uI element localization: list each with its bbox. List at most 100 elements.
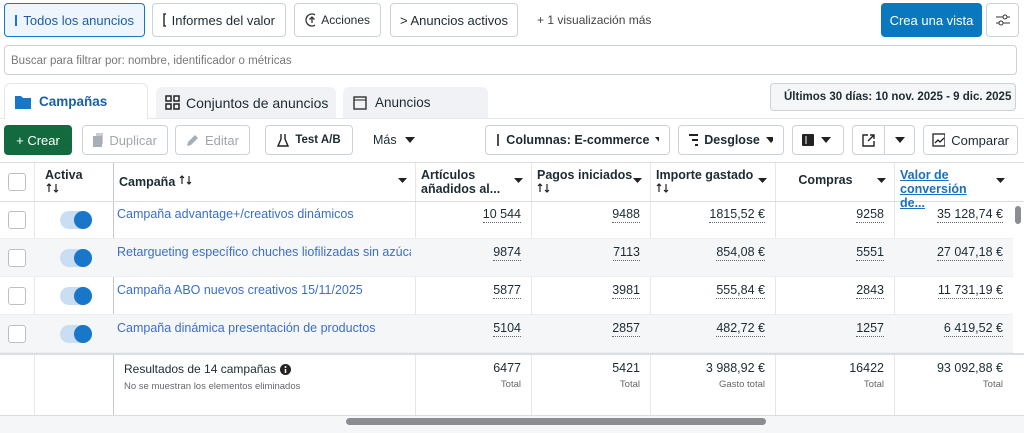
actions-icon [305, 13, 316, 27]
more-button[interactable]: Más [373, 125, 415, 155]
tab-label: > Anuncios activos [399, 12, 509, 28]
caret [821, 137, 831, 143]
export-part[interactable] [853, 126, 885, 154]
column-divider [775, 163, 776, 416]
toggle-knob [74, 287, 92, 305]
summary-caption: Total [500, 379, 521, 390]
column-header[interactable]: Campaña [113, 163, 415, 201]
copy-icon [93, 133, 104, 147]
tab-ad-sets[interactable]: Conjuntos de anuncios [156, 87, 336, 118]
toggle-knob [74, 211, 92, 229]
row-checkbox[interactable] [8, 211, 26, 229]
row-checkbox[interactable] [8, 249, 26, 267]
reports-button[interactable] [792, 125, 844, 155]
metric-cell: 1815,52 € [650, 207, 775, 223]
duplicate-button[interactable]: Duplicar [82, 125, 168, 155]
row-checkbox[interactable] [8, 287, 26, 305]
breakdown-button[interactable]: Desglose [678, 125, 784, 155]
metric-value: 854,08 € [716, 245, 765, 261]
caret [514, 178, 523, 183]
tab-actions[interactable]: Acciones [294, 3, 381, 37]
metric-cell: 2843 [775, 283, 894, 299]
info-icon[interactable] [280, 363, 292, 375]
toggle[interactable] [60, 325, 92, 343]
metric-value: 1257 [856, 321, 884, 337]
row-checkbox[interactable] [8, 173, 26, 191]
summary-label: Resultados de 14 campañas [124, 362, 292, 376]
tabs-divider [0, 118, 1024, 119]
ab-test-button[interactable]: Test A/B [265, 125, 353, 155]
summary-value: 93 092,88 € [936, 361, 1003, 375]
campaign-name[interactable]: Campaña ABO nuevos creativos 15/11/2025 [117, 283, 363, 297]
date-range-label: Últimos 30 días: 10 nov. 2025 - 9 dic. 2… [784, 91, 1012, 103]
sort-icon [179, 175, 192, 185]
search-input[interactable]: Buscar para filtrar por: nombre, identif… [4, 45, 1017, 75]
header-label: Artículos añadidos al... [421, 168, 501, 196]
metric-value: 5551 [856, 245, 884, 261]
column-header[interactable]: Pagos iniciados [531, 163, 650, 201]
header-label: Campaña [119, 175, 176, 189]
caret [404, 137, 415, 143]
caret [996, 178, 1005, 183]
tab-campaigns[interactable]: Campañas [4, 83, 148, 119]
create-view-button[interactable]: Crea una vista [881, 3, 982, 37]
metric-value: 6 419,52 € [943, 321, 1003, 337]
header-menu[interactable] [877, 178, 886, 183]
column-header[interactable]: Valor de conversión de... [894, 163, 1013, 210]
settings-button[interactable] [986, 3, 1019, 37]
campaign-name[interactable]: Campaña dinámica presentación de product… [117, 321, 376, 335]
metric-cell: 35 128,74 € [894, 207, 1013, 223]
metric-value: 35 128,74 € [936, 207, 1003, 223]
metric-value: 9258 [856, 207, 884, 223]
row-checkbox[interactable] [8, 325, 26, 343]
header-menu[interactable] [633, 178, 642, 183]
edit-button[interactable]: Editar [175, 125, 250, 155]
header-menu[interactable] [398, 178, 407, 183]
column-header[interactable]: Compras [775, 163, 894, 201]
header-menu[interactable] [996, 178, 1005, 183]
metric-cell: 854,08 € [650, 245, 775, 261]
summary-divider [0, 353, 1024, 355]
summary-row: Resultados de 14 campañas No se muestran … [0, 355, 1013, 415]
column-header[interactable]: Artículos añadidos al... [415, 163, 531, 201]
campaign-name[interactable]: Campaña advantage+/creativos dinámicos [117, 207, 354, 221]
header-label: Pagos iniciados [537, 168, 633, 182]
summary-value: 3 988,92 € [705, 361, 765, 375]
header-menu[interactable] [514, 178, 523, 183]
tab-value-reports[interactable]: Informes del valor [152, 3, 286, 37]
compare-button[interactable]: Comparar [923, 125, 1018, 155]
metric-value: 10 544 [482, 207, 521, 223]
column-header[interactable]: Importe gastado [650, 163, 775, 201]
date-range-picker[interactable]: Últimos 30 días: 10 nov. 2025 - 9 dic. 2… [770, 83, 1016, 111]
tab-active-ads[interactable]: > Anuncios activos [390, 3, 518, 37]
column-divider [894, 163, 895, 416]
more-views[interactable]: + 1 visualización más [537, 13, 652, 27]
tab-all-ads[interactable]: Todos los anuncios [4, 3, 145, 37]
tab-label: Acciones [321, 13, 370, 27]
metric-cell: 11 731,19 € [894, 283, 1013, 299]
metric-value: 482,72 € [716, 321, 765, 337]
button-label: Test A/B [295, 134, 341, 146]
tab-ads[interactable]: Anuncios [343, 87, 488, 118]
vertical-scrollbar[interactable] [1015, 206, 1021, 224]
column-header[interactable]: Activa [34, 163, 113, 201]
metric-cell: 7113 [531, 245, 650, 261]
create-button[interactable]: + Crear [4, 125, 72, 155]
export-button[interactable] [852, 125, 915, 155]
toggle[interactable] [60, 249, 92, 267]
header-label: Compras [798, 173, 853, 187]
metric-value: 9874 [493, 245, 521, 261]
toggle[interactable] [60, 287, 92, 305]
button-label: Más [373, 133, 397, 147]
header-menu[interactable] [758, 178, 767, 183]
toggle[interactable] [60, 211, 92, 229]
table-row: Campaña dinámica presentación de product… [0, 315, 1013, 353]
export-icon [862, 133, 875, 147]
horizontal-scrollbar[interactable] [346, 418, 766, 425]
column-divider [650, 163, 651, 416]
caret [758, 178, 767, 183]
pencil-icon [187, 134, 198, 146]
table-row: Campaña advantage+/creativos dinámicos 10… [0, 201, 1013, 239]
columns-button[interactable]: Columnas: E-commerce [485, 125, 670, 155]
campaign-name[interactable]: Retargueting específico chuches liofiliz… [117, 245, 411, 259]
